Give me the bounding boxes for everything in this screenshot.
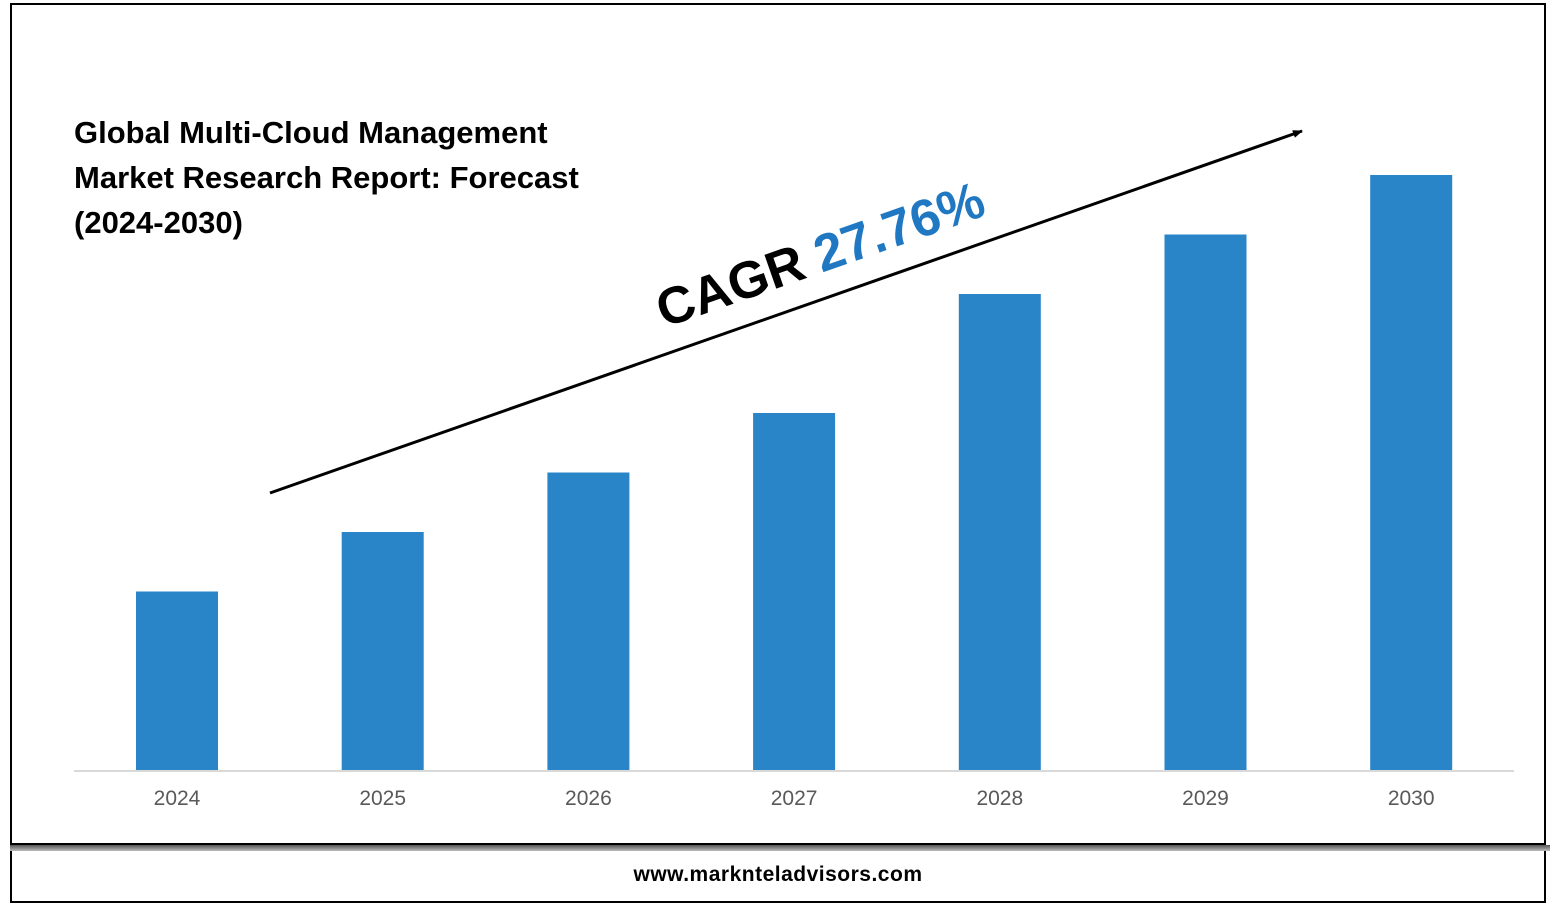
cagr-value: 27.76% <box>807 171 993 284</box>
x-tick-label-2029: 2029 <box>1182 787 1229 810</box>
cagr-label: CAGR <box>649 234 813 339</box>
bar-2027 <box>753 413 836 770</box>
bar-2025 <box>341 532 424 770</box>
x-tick-label-2027: 2027 <box>771 787 818 810</box>
x-tick-label-2028: 2028 <box>976 787 1023 810</box>
bar-2030 <box>1370 175 1453 770</box>
bar-2026 <box>547 472 630 770</box>
bar-2029 <box>1164 234 1247 770</box>
x-tick-labels: 2024 2025 2026 2027 2028 2029 2030 <box>154 787 1435 810</box>
x-tick-label-2024: 2024 <box>154 787 201 810</box>
cagr-annotation: CAGR27.76% <box>649 171 992 339</box>
bars-group <box>136 175 1453 770</box>
frame-shadow <box>10 845 1550 851</box>
footer-url[interactable]: www.marknteladvisors.com <box>633 863 923 886</box>
x-tick-label-2025: 2025 <box>359 787 406 810</box>
x-tick-label-2030: 2030 <box>1388 787 1435 810</box>
chart-title: Global Multi-Cloud Management Market Res… <box>74 115 579 240</box>
bar-2024 <box>136 591 218 770</box>
footer: www.marknteladvisors.com <box>10 851 1546 903</box>
x-tick-label-2026: 2026 <box>565 787 612 810</box>
growth-arrow <box>269 129 1303 495</box>
bar-2028 <box>958 294 1041 770</box>
